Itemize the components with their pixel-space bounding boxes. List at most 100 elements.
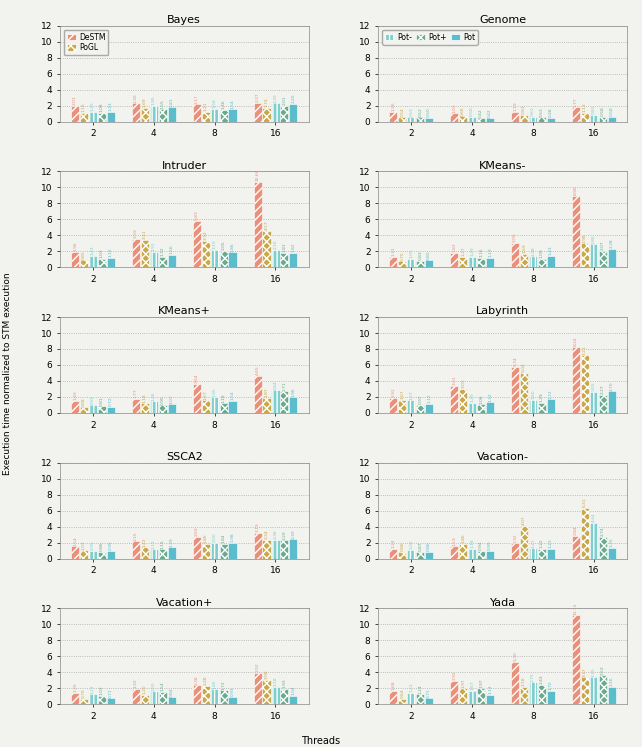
Bar [581, 356, 589, 413]
Text: 2.28: 2.28 [610, 239, 614, 249]
Text: 1.18: 1.18 [221, 393, 225, 403]
Bar [511, 112, 519, 122]
Bar [229, 697, 236, 704]
Bar [477, 551, 485, 559]
Bar [254, 182, 261, 267]
Title: Intruder: Intruder [162, 161, 207, 170]
Text: 0.86: 0.86 [401, 542, 404, 551]
Bar [98, 259, 106, 267]
Bar [581, 244, 589, 267]
Text: 2.74: 2.74 [601, 527, 605, 536]
Bar [450, 546, 458, 559]
Text: 1.95: 1.95 [213, 387, 216, 397]
Text: 1.43: 1.43 [91, 246, 95, 255]
Bar [263, 108, 270, 122]
Text: 8.96: 8.96 [574, 185, 578, 195]
Bar [211, 249, 219, 267]
Text: 2.86: 2.86 [592, 234, 596, 244]
Title: Labyrinth: Labyrinth [476, 306, 529, 316]
Text: 1.06: 1.06 [479, 394, 483, 404]
Text: 1.23: 1.23 [109, 102, 113, 111]
Bar [520, 115, 528, 122]
Text: 1.74: 1.74 [265, 97, 268, 107]
Bar [290, 104, 297, 122]
Bar [263, 540, 270, 559]
Text: 2.16: 2.16 [273, 240, 277, 249]
Text: 1.26: 1.26 [392, 102, 395, 111]
Bar [486, 118, 494, 122]
Bar [450, 114, 458, 122]
Text: 0.64: 0.64 [401, 689, 404, 698]
Bar [608, 548, 616, 559]
Bar [290, 397, 297, 413]
Text: 1.39: 1.39 [73, 683, 77, 692]
Bar [390, 111, 397, 122]
Bar [202, 241, 210, 267]
Text: 2.34: 2.34 [265, 530, 268, 539]
Text: 1.91: 1.91 [152, 242, 156, 251]
Bar [416, 694, 424, 704]
Bar [150, 692, 158, 704]
Bar [547, 399, 555, 413]
Bar [599, 675, 607, 704]
Bar [80, 407, 88, 413]
Bar [407, 259, 415, 267]
Text: 0.95: 0.95 [91, 541, 95, 551]
Bar [263, 398, 270, 413]
Text: 2.15: 2.15 [134, 531, 138, 541]
Text: 5.74: 5.74 [513, 356, 517, 367]
Text: 1.06: 1.06 [410, 540, 413, 549]
Bar [254, 376, 261, 413]
Text: 1.54: 1.54 [230, 99, 234, 108]
Text: 1.16: 1.16 [479, 248, 483, 257]
Text: 1.49: 1.49 [73, 391, 77, 400]
Bar [98, 696, 106, 704]
Text: 2.39: 2.39 [291, 529, 295, 539]
Bar [608, 249, 616, 267]
Text: 1.97: 1.97 [479, 678, 483, 688]
Bar [520, 686, 528, 704]
Text: 0.52: 0.52 [419, 107, 422, 117]
Text: 1.21: 1.21 [204, 102, 207, 111]
Text: Threads: Threads [302, 736, 340, 746]
Bar [590, 115, 598, 122]
Text: 1.87: 1.87 [265, 388, 268, 397]
Bar [425, 404, 433, 413]
Text: 0.42: 0.42 [479, 108, 483, 117]
Bar [168, 255, 176, 267]
Bar [547, 118, 555, 122]
Text: 1.67: 1.67 [401, 389, 404, 399]
Bar [272, 390, 279, 413]
Text: 0.73: 0.73 [427, 688, 431, 698]
Bar [486, 695, 494, 704]
Text: 0.42: 0.42 [488, 108, 492, 117]
Bar [590, 391, 598, 413]
Bar [459, 388, 467, 413]
Text: 0.54: 0.54 [401, 107, 404, 117]
Text: 0.97: 0.97 [419, 395, 422, 404]
Text: 2.84: 2.84 [273, 380, 277, 389]
Bar [425, 261, 433, 267]
Bar [229, 252, 236, 267]
Bar [263, 680, 270, 704]
Bar [107, 258, 115, 267]
Text: 1.57: 1.57 [204, 390, 207, 400]
Text: 0.68: 0.68 [82, 397, 86, 407]
Text: 1.77: 1.77 [134, 388, 138, 398]
Text: 1.69: 1.69 [143, 98, 147, 108]
Bar [538, 117, 546, 122]
Text: 1.18: 1.18 [143, 393, 147, 403]
Bar [390, 257, 397, 267]
Bar [229, 543, 236, 559]
Text: 1.82: 1.82 [291, 243, 295, 252]
Text: 1.22: 1.22 [540, 539, 544, 548]
Bar [107, 698, 115, 704]
Text: 2.38: 2.38 [195, 675, 199, 684]
Bar [211, 542, 219, 559]
Bar [89, 111, 97, 122]
Text: 0.85: 0.85 [427, 250, 431, 260]
Bar [168, 548, 176, 559]
Bar [107, 112, 115, 122]
Text: 4.44: 4.44 [592, 512, 596, 522]
Bar [141, 240, 149, 267]
